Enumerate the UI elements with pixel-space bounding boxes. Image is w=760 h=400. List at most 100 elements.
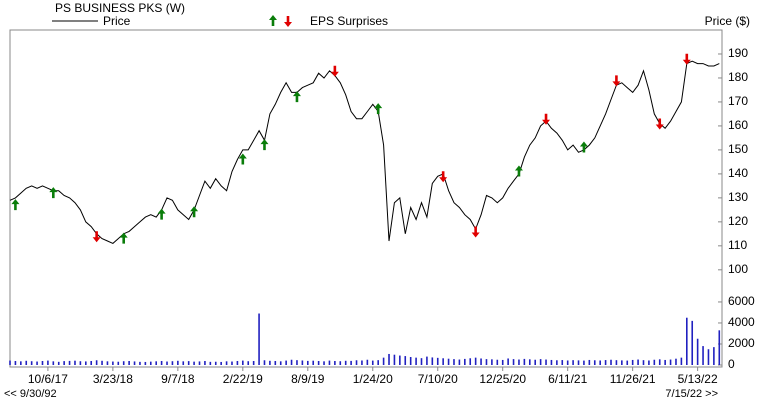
volume-bar bbox=[436, 357, 439, 365]
volume-bar bbox=[588, 359, 591, 365]
volume-bar bbox=[691, 320, 694, 365]
eps-arrow bbox=[92, 231, 101, 243]
volume-bar bbox=[528, 359, 531, 365]
volume-bar bbox=[328, 360, 331, 365]
volume-bar bbox=[68, 360, 71, 365]
volume-bar bbox=[101, 360, 103, 365]
volume-bar bbox=[63, 361, 65, 365]
volume-bar bbox=[290, 359, 293, 365]
volume-bar bbox=[442, 358, 444, 365]
volume-bar bbox=[621, 360, 623, 365]
volume-bar bbox=[155, 361, 157, 365]
y2-tick-label: 4000 bbox=[728, 315, 755, 329]
volume-bar bbox=[182, 361, 185, 365]
volume-bar bbox=[648, 360, 650, 365]
volume-bar bbox=[225, 361, 228, 365]
x-tick-label: 8/9/19 bbox=[291, 372, 325, 386]
volume-bar bbox=[458, 359, 461, 365]
volume-bar bbox=[496, 359, 499, 365]
eps-arrow bbox=[49, 187, 58, 199]
volume-bar bbox=[388, 353, 390, 365]
x-tick-label: 7/10/20 bbox=[418, 372, 458, 386]
x-tick-label: 6/11/21 bbox=[548, 372, 587, 386]
volume-bar bbox=[220, 361, 222, 365]
volume-bar bbox=[30, 361, 33, 365]
volume-bar bbox=[480, 358, 482, 365]
nav-forward[interactable]: 7/15/22 >> bbox=[665, 388, 718, 400]
volume-bar bbox=[593, 360, 596, 365]
y-tick-label: 120 bbox=[728, 214, 748, 228]
volume-bar bbox=[355, 360, 358, 365]
volume-bar bbox=[339, 361, 342, 365]
volume-bar bbox=[512, 359, 515, 365]
volume-bar bbox=[247, 361, 250, 365]
volume-bar bbox=[204, 361, 206, 365]
volume-bar bbox=[90, 361, 93, 365]
volume-bar bbox=[566, 360, 569, 365]
y2-tick-label: 2000 bbox=[728, 336, 755, 350]
eps-arrow bbox=[157, 208, 166, 220]
volume-bar bbox=[323, 361, 325, 365]
volume-bar bbox=[415, 357, 417, 365]
volume-bar bbox=[491, 359, 493, 365]
volume-bar bbox=[604, 360, 607, 365]
volume-bar bbox=[41, 361, 44, 365]
nav-back[interactable]: << 9/30/92 bbox=[4, 388, 57, 400]
volume-bar bbox=[371, 360, 374, 365]
volume-bar bbox=[409, 357, 412, 365]
volume-bar bbox=[615, 360, 618, 365]
volume-bar bbox=[57, 361, 60, 365]
y-tick-label: 130 bbox=[728, 190, 748, 204]
volume-bar bbox=[14, 361, 17, 365]
volume-bar bbox=[507, 358, 509, 365]
volume-bar bbox=[664, 359, 666, 365]
volume-bar bbox=[610, 359, 612, 365]
volume-bar bbox=[680, 357, 683, 365]
volume-bar bbox=[25, 360, 28, 365]
plot-frame bbox=[9, 29, 723, 368]
eps-arrow bbox=[682, 53, 691, 65]
volume-bar bbox=[344, 360, 347, 365]
volume-bar bbox=[95, 360, 98, 365]
x-tick-label: 5/13/22 bbox=[678, 372, 718, 386]
volume-bar bbox=[85, 361, 87, 365]
chart-title: PS BUSINESS PKS (W) bbox=[55, 1, 185, 15]
volume-bar bbox=[545, 359, 547, 365]
eps-arrow bbox=[11, 199, 20, 211]
eps-arrow bbox=[190, 206, 199, 218]
volume-bar bbox=[637, 359, 639, 365]
volume-bar bbox=[231, 361, 233, 365]
volume-bar bbox=[572, 360, 574, 365]
volume-bar bbox=[79, 361, 82, 365]
eps-arrow bbox=[514, 165, 523, 177]
eps-arrow bbox=[330, 65, 339, 77]
eps-arrow bbox=[579, 141, 588, 153]
eps-arrow bbox=[471, 226, 480, 238]
volume-bar bbox=[106, 361, 109, 365]
volume-bar bbox=[274, 361, 277, 365]
legend-eps-up bbox=[269, 15, 277, 26]
volume-bar bbox=[426, 356, 428, 365]
volume-bar bbox=[214, 361, 217, 365]
volume-bar bbox=[187, 361, 190, 365]
eps-arrow bbox=[612, 75, 621, 87]
x-tick-label: 11/26/21 bbox=[610, 372, 656, 386]
volume-bar bbox=[312, 360, 315, 365]
volume-bar bbox=[269, 360, 271, 365]
x-tick-label: 1/24/20 bbox=[353, 372, 393, 386]
volume-bar bbox=[464, 358, 466, 365]
volume-bar bbox=[599, 360, 601, 365]
volume-bar bbox=[20, 361, 22, 365]
legend-eps-down bbox=[284, 16, 292, 27]
volume-bar bbox=[420, 358, 423, 365]
volume-bar bbox=[236, 361, 239, 365]
volume-bar bbox=[534, 359, 537, 365]
volume-bar bbox=[626, 360, 629, 365]
eps-arrow bbox=[542, 113, 551, 125]
volume-bar bbox=[74, 360, 76, 365]
volume-bar bbox=[453, 359, 455, 365]
volume-bar bbox=[631, 359, 634, 365]
legend-eps-label: EPS Surprises bbox=[310, 14, 388, 28]
volume-bar bbox=[296, 360, 298, 365]
